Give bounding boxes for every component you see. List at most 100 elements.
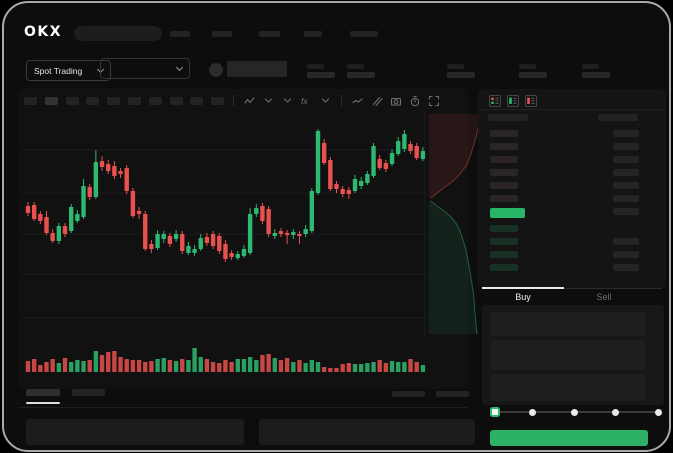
bottom-tab-active[interactable]: [26, 389, 60, 396]
orderbook-bid-row[interactable]: [490, 238, 518, 245]
nav-item-placeholder[interactable]: [212, 31, 232, 37]
okx-logo: OKX: [24, 24, 63, 40]
stat-value-placeholder: [307, 72, 335, 78]
total-input[interactable]: [490, 374, 646, 401]
nav-item-placeholder[interactable]: [259, 31, 280, 37]
bottom-action-placeholder[interactable]: [392, 391, 425, 397]
timer-icon[interactable]: [408, 94, 421, 107]
line-style-icon[interactable]: [351, 94, 364, 107]
nav-item-placeholder[interactable]: [170, 31, 190, 37]
orderbook-amount-placeholder: [613, 143, 639, 150]
orderbook-bid-row[interactable]: [490, 225, 518, 232]
orderbook-col-header-price: [488, 114, 528, 121]
timeframe-button[interactable]: [190, 97, 204, 105]
timeframe-button[interactable]: [44, 97, 58, 105]
trade-tabs-divider: [482, 288, 662, 289]
slider-handle[interactable]: [490, 407, 500, 417]
orderbook-ask-row[interactable]: [490, 156, 518, 163]
orderbook-bid-row[interactable]: [490, 251, 518, 258]
slider-stop[interactable]: [571, 408, 578, 416]
orderbook-ask-row[interactable]: [490, 143, 518, 150]
book-asks-icon[interactable]: [525, 94, 537, 112]
timeframe-button[interactable]: [24, 97, 37, 105]
amount-input[interactable]: [490, 340, 646, 370]
timeframe-button[interactable]: [148, 97, 162, 105]
slider-stop[interactable]: [529, 408, 536, 416]
stat-value-placeholder: [582, 72, 610, 78]
bottom-tab[interactable]: [72, 389, 105, 396]
stat-label-placeholder: [347, 64, 364, 69]
stat-value-placeholder: [447, 72, 475, 78]
coin-icon: [209, 63, 223, 77]
timeframe-button[interactable]: [107, 97, 121, 105]
history-table-placeholder: [259, 419, 475, 445]
orderbook-amount-placeholder: [613, 156, 639, 163]
submit-buy-button[interactable]: [490, 430, 648, 446]
indicators-icon[interactable]: fx: [300, 94, 313, 107]
chart-toolbar-icons: fx: [230, 94, 440, 107]
nav-item-placeholder[interactable]: [350, 31, 378, 37]
orderbook-amount-placeholder: [613, 182, 639, 189]
orderbook-amount-placeholder: [613, 238, 639, 245]
last-price-bar[interactable]: [490, 208, 525, 218]
tab-buy[interactable]: Buy: [515, 292, 531, 302]
amount-slider[interactable]: [490, 406, 662, 420]
orderbook-ask-row[interactable]: [490, 130, 518, 137]
orderbook-ask-row[interactable]: [490, 169, 518, 176]
orderbook-ask-row[interactable]: [490, 195, 518, 202]
buy-tab-underline: [482, 287, 564, 289]
book-bids-icon[interactable]: [507, 94, 519, 112]
orderbook-view-toggles: [489, 94, 537, 112]
market-type-label: Spot Trading: [34, 65, 83, 76]
bottom-action-placeholder[interactable]: [436, 391, 469, 397]
volume-chart: [22, 339, 426, 373]
chevron-down-icon[interactable]: [262, 94, 275, 107]
orderbook-amount-placeholder: [613, 130, 639, 137]
chart-panel: [18, 89, 468, 389]
search-input[interactable]: [74, 26, 162, 41]
bottom-tab-underline: [26, 402, 60, 404]
orderbook-bid-row[interactable]: [490, 264, 518, 271]
chevron-down-icon: [175, 63, 184, 72]
stat-label-placeholder: [519, 64, 536, 69]
orderbook-amount-placeholder: [613, 169, 639, 176]
slider-stop[interactable]: [612, 408, 619, 416]
stat-label-placeholder: [307, 64, 324, 69]
toolbar-divider: [233, 95, 234, 106]
bottom-tabs-divider: [18, 407, 468, 408]
orderbook-col-header-amount: [598, 114, 638, 121]
orderbook-amount-placeholder: [613, 208, 639, 215]
slider-stop[interactable]: [655, 408, 662, 416]
pair-selector[interactable]: [100, 58, 190, 79]
orderbook-divider: [482, 109, 662, 110]
last-price-placeholder: [227, 61, 287, 77]
svg-text:fx: fx: [301, 96, 308, 106]
timeframe-button[interactable]: [86, 97, 100, 105]
chevron-down-icon[interactable]: [319, 94, 332, 107]
camera-icon[interactable]: [389, 94, 402, 107]
depth-chart: [428, 112, 482, 336]
timeframe-button[interactable]: [65, 97, 79, 105]
timeframe-button[interactable]: [169, 97, 183, 105]
orderbook-amount-placeholder: [613, 195, 639, 202]
tab-sell[interactable]: Sell: [596, 292, 612, 302]
chevron-down-icon[interactable]: [281, 94, 294, 107]
candlestick-chart[interactable]: [22, 112, 426, 338]
orderbook-amount-placeholder: [613, 264, 639, 271]
book-both-icon[interactable]: [489, 94, 501, 112]
toolbar-divider: [341, 95, 342, 106]
fullscreen-icon[interactable]: [427, 94, 440, 107]
orderbook-ask-row[interactable]: [490, 182, 518, 189]
stat-label-placeholder: [447, 64, 464, 69]
market-type-selector[interactable]: Spot Trading: [26, 60, 111, 81]
timeframe-button[interactable]: [211, 97, 225, 105]
nav-item-placeholder[interactable]: [304, 31, 322, 37]
candle-type-icon[interactable]: [243, 94, 256, 107]
price-input[interactable]: [490, 312, 646, 336]
draw-icon[interactable]: [370, 94, 383, 107]
timeframe-button[interactable]: [128, 97, 141, 105]
orderbook-amount-placeholder: [613, 251, 639, 258]
orders-table-placeholder: [26, 419, 244, 445]
